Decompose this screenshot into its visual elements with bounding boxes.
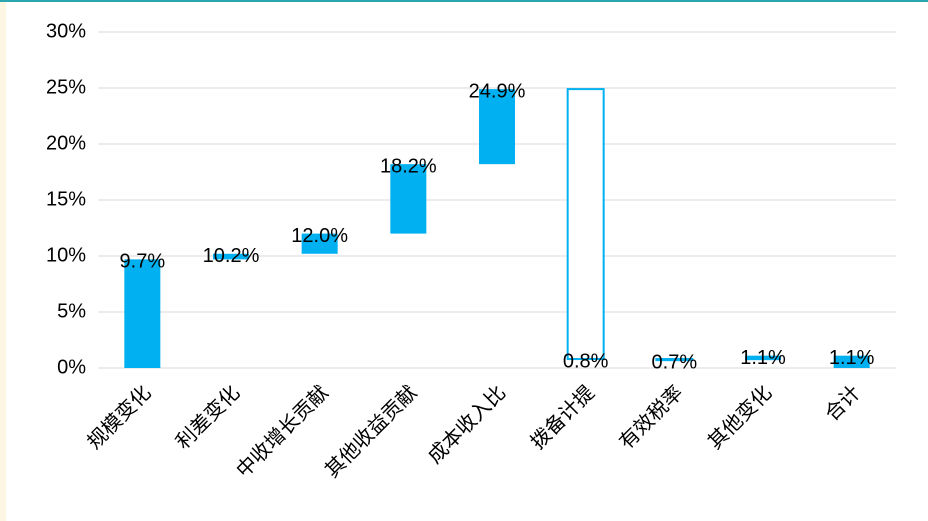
left-strip	[0, 0, 6, 521]
data-label: 24.9%	[469, 80, 526, 102]
y-tick-label: 5%	[57, 300, 86, 322]
bar	[124, 259, 161, 368]
bar	[301, 233, 338, 254]
y-tick-label: 0%	[57, 356, 86, 378]
data-label: 0.8%	[563, 350, 609, 372]
data-label: 18.2%	[380, 155, 437, 177]
data-label: 1.1%	[829, 347, 875, 369]
y-tick-label: 15%	[46, 188, 86, 210]
bar	[213, 253, 249, 260]
data-label: 0.7%	[652, 351, 698, 373]
bar	[390, 164, 427, 234]
bar	[566, 88, 605, 361]
bar	[745, 355, 781, 361]
data-label: 1.1%	[740, 347, 786, 369]
bar	[655, 358, 694, 362]
y-tick-label: 10%	[46, 244, 86, 266]
y-tick-label: 25%	[46, 76, 86, 98]
bar	[833, 355, 870, 368]
bar	[479, 89, 515, 165]
y-tick-label: 20%	[46, 132, 86, 154]
data-label: 12.0%	[291, 225, 348, 247]
data-label: 9.7%	[120, 251, 166, 273]
y-tick-label: 30%	[46, 20, 86, 42]
data-label: 10.2%	[203, 245, 260, 267]
